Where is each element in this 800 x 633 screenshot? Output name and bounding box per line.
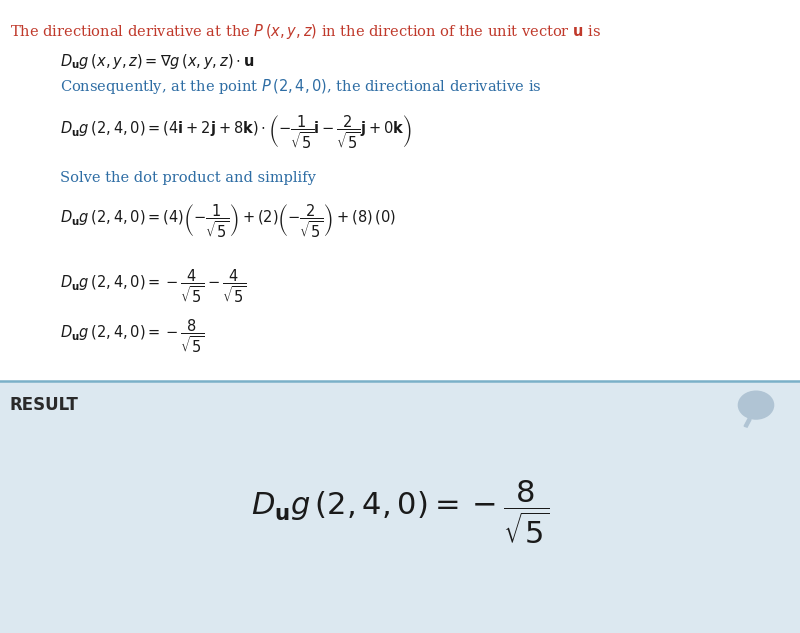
Bar bbox=[0, 381, 800, 633]
Text: $D_{\mathbf{u}}g\,(2, 4, 0) = -\dfrac{4}{\sqrt{5}} - \dfrac{4}{\sqrt{5}}$: $D_{\mathbf{u}}g\,(2, 4, 0) = -\dfrac{4}… bbox=[60, 267, 246, 304]
Text: Solve the dot product and simplify: Solve the dot product and simplify bbox=[60, 171, 316, 185]
Text: $D_{\mathbf{u}}g\,(2, 4, 0) = (4\mathbf{i} + 2\mathbf{j} + 8\mathbf{k}) \cdot \l: $D_{\mathbf{u}}g\,(2, 4, 0) = (4\mathbf{… bbox=[60, 114, 412, 151]
Text: $D_{\mathbf{u}}g\,(x, y, z) = \nabla g\,(x, y, z) \cdot \mathbf{u}$: $D_{\mathbf{u}}g\,(x, y, z) = \nabla g\,… bbox=[60, 52, 254, 71]
Text: $D_{\mathbf{u}}g\,(2, 4, 0) = -\dfrac{8}{\sqrt{5}}$: $D_{\mathbf{u}}g\,(2, 4, 0) = -\dfrac{8}… bbox=[60, 318, 205, 355]
Text: RESULT: RESULT bbox=[10, 396, 78, 413]
Circle shape bbox=[738, 391, 774, 419]
Text: The directional derivative at the $P\,(x, y, z)$ in the direction of the unit ve: The directional derivative at the $P\,(x… bbox=[10, 22, 601, 41]
Text: $D_{\mathbf{u}}g\,(2, 4, 0) = -\dfrac{8}{\sqrt{5}}$: $D_{\mathbf{u}}g\,(2, 4, 0) = -\dfrac{8}… bbox=[251, 479, 549, 546]
FancyArrow shape bbox=[744, 418, 751, 427]
Text: $D_{\mathbf{u}}g\,(2, 4, 0) = (4)\left(-\dfrac{1}{\sqrt{5}}\right) + (2)\left(-\: $D_{\mathbf{u}}g\,(2, 4, 0) = (4)\left(-… bbox=[60, 203, 396, 240]
Bar bbox=[0, 0, 800, 381]
Text: Consequently, at the point $P\,(2, 4, 0)$, the directional derivative is: Consequently, at the point $P\,(2, 4, 0)… bbox=[60, 77, 542, 96]
